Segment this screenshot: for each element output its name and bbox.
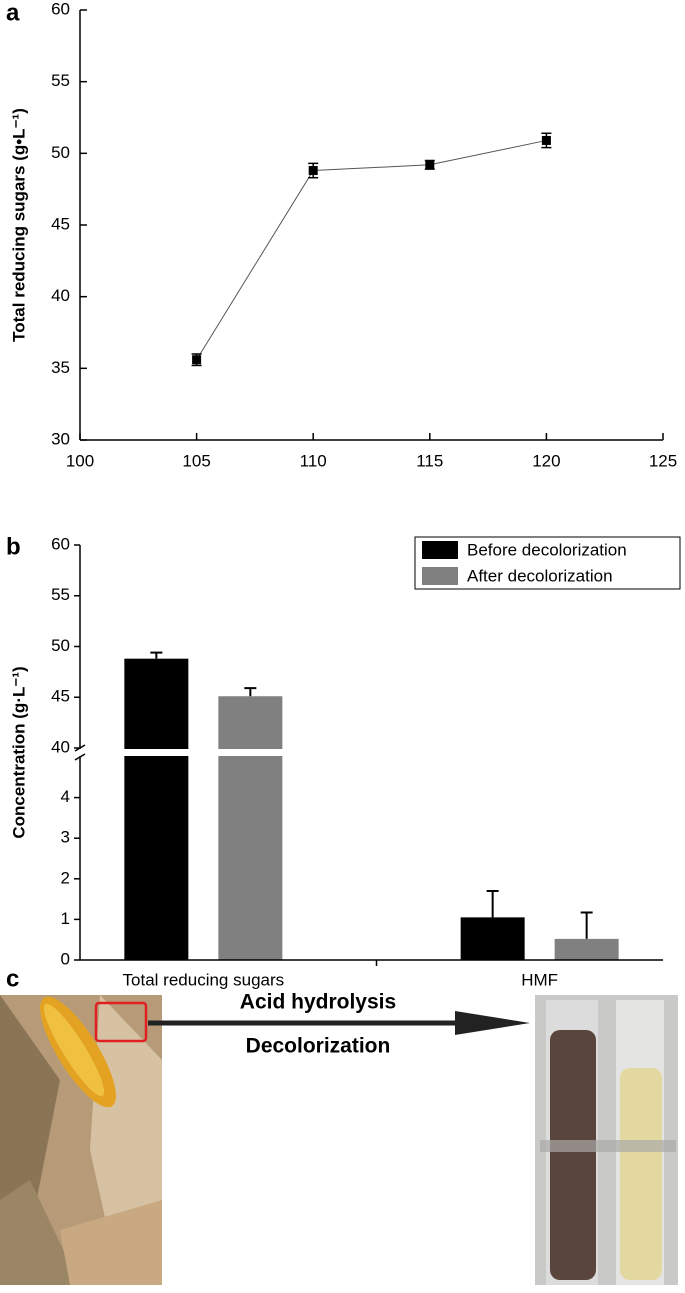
- x-tick-label: Total reducing sugars: [123, 970, 285, 989]
- bar: [218, 696, 283, 960]
- y-tick-label: 50: [51, 636, 70, 655]
- bar: [124, 658, 189, 960]
- y-axis-label: Concentration (g·L⁻¹): [9, 666, 28, 838]
- y-tick-label: 55: [51, 71, 70, 90]
- x-tick-label: 100: [66, 451, 94, 470]
- legend-label: After decolorization: [467, 566, 613, 585]
- y-axis-label: Total reducing sugars (g•L⁻¹): [9, 108, 28, 342]
- panel-label: a: [6, 0, 20, 26]
- corn-photo: [0, 995, 162, 1285]
- legend-box: [414, 536, 681, 590]
- y-tick-label: 45: [51, 214, 70, 233]
- legend-label: Before decolorization: [467, 540, 627, 559]
- y-tick-label: 60: [51, 0, 70, 18]
- y-tick-label: 40: [51, 286, 70, 305]
- marker: [425, 160, 435, 170]
- bar: [554, 938, 619, 960]
- y-tick-label: 55: [51, 585, 70, 604]
- marker: [541, 135, 551, 145]
- legend-swatch: [422, 541, 458, 559]
- axis-break: [74, 753, 86, 761]
- x-tick-label: HMF: [521, 970, 558, 989]
- x-tick-label: 115: [416, 451, 443, 470]
- y-tick-label: 40: [51, 737, 70, 756]
- tubes-photo: [535, 995, 678, 1285]
- x-tick-label: 105: [182, 451, 210, 470]
- y-tick-label: 2: [61, 868, 70, 887]
- x-tick-label: 125: [649, 451, 677, 470]
- panel-label: c: [6, 965, 19, 992]
- y-tick-label: 35: [51, 358, 70, 377]
- marker: [192, 355, 202, 365]
- y-tick-label: 3: [61, 828, 70, 847]
- y-tick-label: 45: [51, 687, 70, 706]
- line: [196, 139, 547, 360]
- y-tick-label: 30: [51, 429, 70, 448]
- legend-swatch: [422, 567, 458, 585]
- y-tick-label: 4: [61, 787, 70, 806]
- y-tick-label: 0: [61, 949, 70, 968]
- x-tick-label: 110: [300, 451, 327, 470]
- x-tick-label: 120: [532, 451, 560, 470]
- panel-label: b: [6, 533, 21, 560]
- y-tick-label: 1: [61, 909, 70, 928]
- arrow-head: [455, 1011, 530, 1035]
- step-label: Decolorization: [246, 1035, 391, 1058]
- step-label: Acid hydrolysis: [240, 991, 396, 1014]
- marker: [308, 166, 318, 176]
- y-tick-label: 60: [51, 534, 70, 553]
- y-tick-label: 50: [51, 143, 70, 162]
- bar: [460, 917, 525, 960]
- axis-break-gap: [70, 749, 653, 756]
